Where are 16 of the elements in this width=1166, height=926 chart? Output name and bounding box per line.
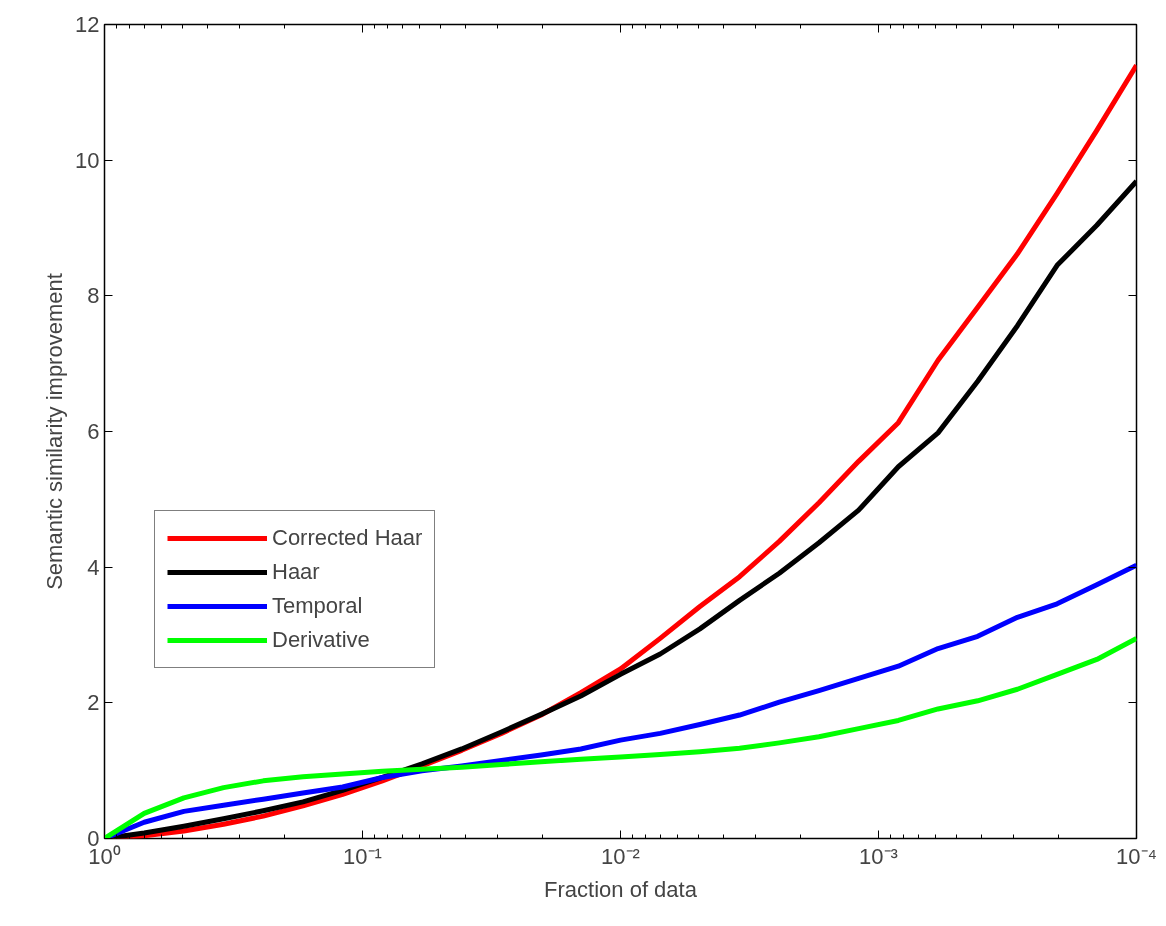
x-tick-label: 10⁻¹ [343, 843, 382, 869]
legend-label: Temporal [272, 592, 363, 620]
legend-label: Derivative [272, 626, 370, 654]
y-axis-title: Semantic similarity improvement [42, 273, 68, 590]
y-tick-label: 6 [87, 419, 100, 444]
y-tick-label: 10 [75, 147, 100, 173]
x-axis-title: Fraction of data [544, 876, 698, 902]
y-tick-label: 4 [87, 554, 100, 580]
y-tick-label: 8 [87, 283, 100, 309]
x-tick-label: 10⁻² [601, 843, 640, 869]
x-tick-label: 10⁻⁴ [1116, 843, 1157, 869]
legend-label: Corrected Haar [272, 524, 423, 552]
y-tick-label: 12 [75, 12, 100, 37]
legend-label: Haar [272, 558, 320, 586]
x-tick-label: 10⁻³ [859, 843, 898, 869]
y-tick-label: 2 [87, 690, 100, 716]
